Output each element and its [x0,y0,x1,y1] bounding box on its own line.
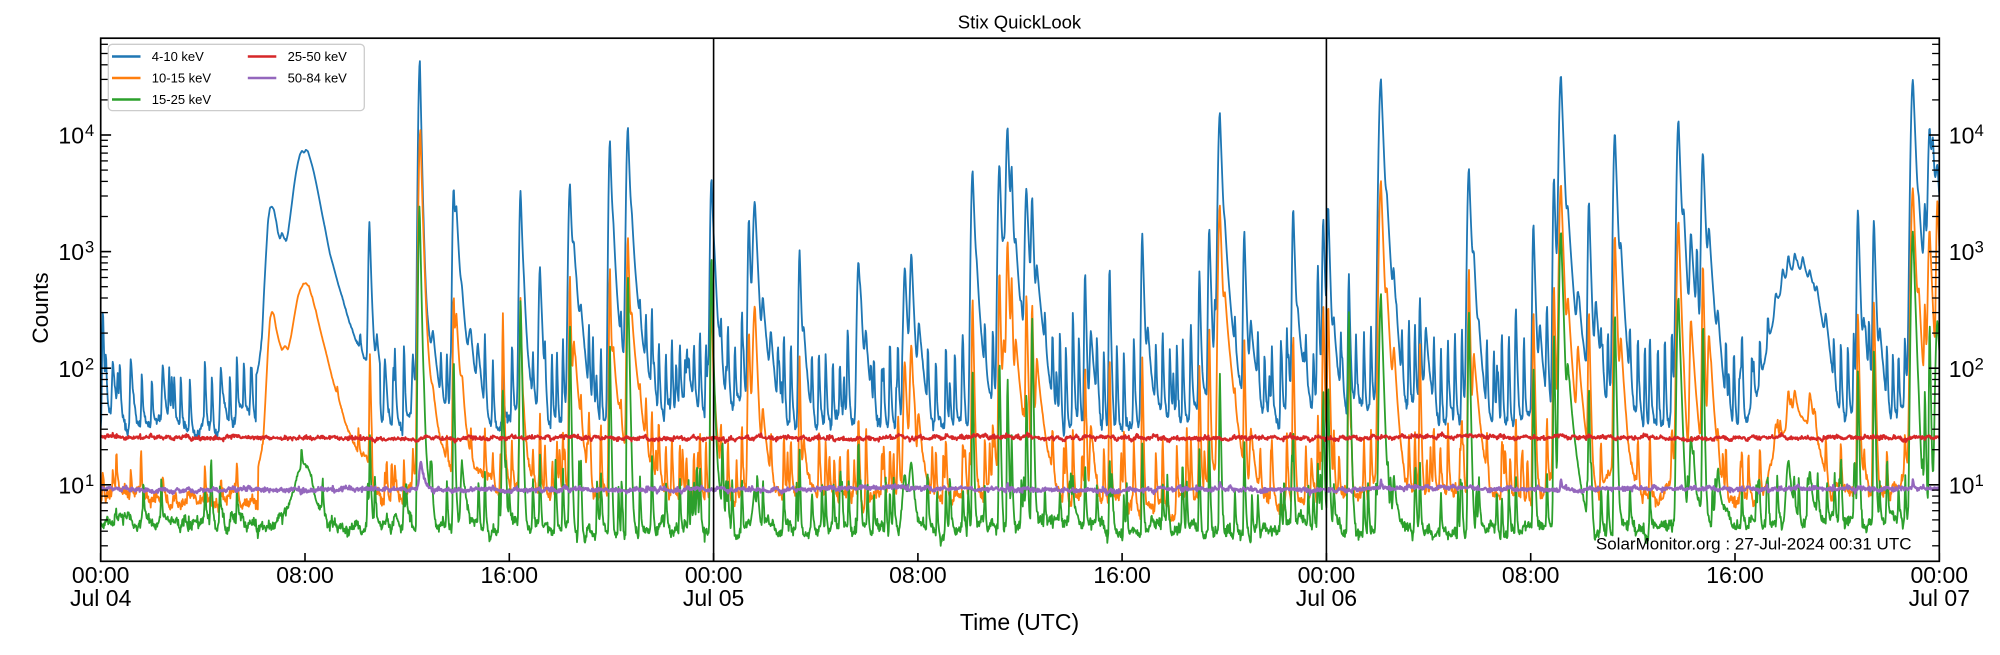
svg-text:08:00: 08:00 [276,562,334,588]
svg-text:Jul 07: Jul 07 [1909,585,1970,611]
svg-text:16:00: 16:00 [481,562,539,588]
svg-text:10: 10 [1949,472,1975,498]
svg-text:10: 10 [58,123,84,149]
svg-text:10-15 keV: 10-15 keV [152,70,212,85]
svg-text:16:00: 16:00 [1093,562,1151,588]
svg-text:16:00: 16:00 [1706,562,1764,588]
svg-text:1: 1 [1975,472,1984,490]
svg-text:10: 10 [1949,356,1975,382]
svg-text:08:00: 08:00 [889,562,947,588]
svg-text:1: 1 [85,472,94,490]
svg-text:00:00: 00:00 [72,562,130,588]
svg-text:10: 10 [1949,239,1975,265]
svg-text:4: 4 [85,122,94,140]
svg-text:4: 4 [1975,122,1984,140]
svg-text:25-50 keV: 25-50 keV [288,49,348,64]
svg-text:Jul 06: Jul 06 [1296,585,1357,611]
svg-text:10: 10 [58,239,84,265]
svg-text:10: 10 [58,356,84,382]
svg-text:Time (UTC): Time (UTC) [960,609,1079,635]
svg-text:15-25 keV: 15-25 keV [152,92,212,107]
svg-text:4-10 keV: 4-10 keV [152,49,204,64]
svg-text:3: 3 [85,239,94,257]
svg-text:10: 10 [1949,123,1975,149]
svg-text:2: 2 [1975,355,1984,373]
svg-text:10: 10 [58,472,84,498]
svg-text:2: 2 [85,355,94,373]
svg-text:00:00: 00:00 [1298,562,1356,588]
svg-text:SolarMonitor.org : 27-Jul-2024: SolarMonitor.org : 27-Jul-2024 00:31 UTC [1596,535,1912,554]
svg-text:Jul 04: Jul 04 [70,585,132,611]
svg-text:50-84 keV: 50-84 keV [288,70,348,85]
svg-text:Jul 05: Jul 05 [683,585,744,611]
svg-text:00:00: 00:00 [1911,562,1969,588]
svg-text:Counts: Counts [28,272,53,343]
svg-text:Stix QuickLook: Stix QuickLook [958,12,1082,33]
svg-text:08:00: 08:00 [1502,562,1560,588]
svg-text:3: 3 [1975,239,1984,257]
svg-text:00:00: 00:00 [685,562,743,588]
